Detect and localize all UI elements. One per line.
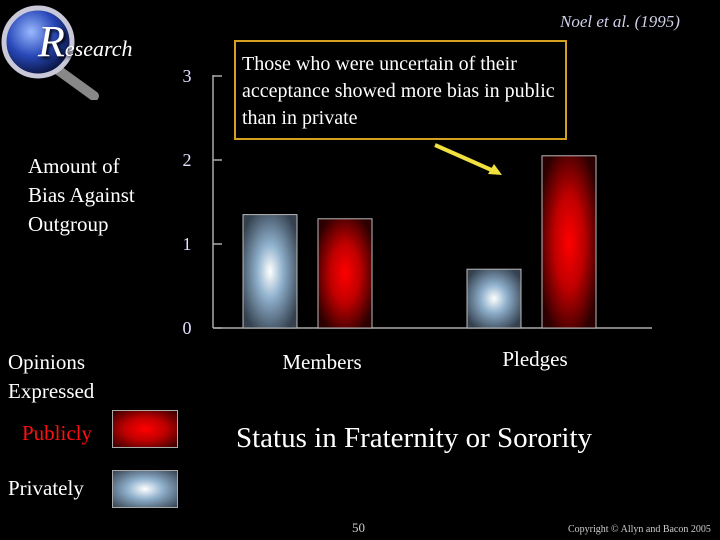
y-tick-label: 1 [183,234,192,254]
bar-pledges-publicly [541,155,597,329]
page-number: 50 [352,520,365,535]
annotation-arrowhead [488,164,502,175]
bar-members-privately [242,214,298,329]
magnifier-lens-icon [1,5,75,79]
y-axis-label: Amount of Bias Against Outgroup [28,154,135,236]
bar-pledges-privately [466,268,522,329]
x-axis-title: Status in Fraternity or Sorority [236,422,593,454]
annotation-arrow [434,143,497,174]
category-label-pledges: Pledges [502,347,567,371]
legend-privately-label: Privately [8,476,84,500]
bar-members-publicly [317,218,373,329]
legend-publicly-swatch [112,410,178,448]
y-tick-label: 2 [183,150,192,170]
y-tick-label: 0 [183,318,192,338]
annotation-box: Those who were uncertain of their accept… [234,40,567,140]
magnifier-handle-icon [53,65,99,100]
citation: Noel et al. (1995) [560,12,680,31]
legend-privately-swatch [112,470,178,508]
research-logo [1,5,99,100]
logo-title: Research [38,17,133,66]
legend-title: Opinions Expressed [8,350,95,403]
copyright: Copyright © Allyn and Bacon 2005 [568,524,711,535]
y-tick-label: 3 [183,66,192,86]
category-label-members: Members [282,350,361,374]
legend-publicly-label: Publicly [22,421,93,445]
